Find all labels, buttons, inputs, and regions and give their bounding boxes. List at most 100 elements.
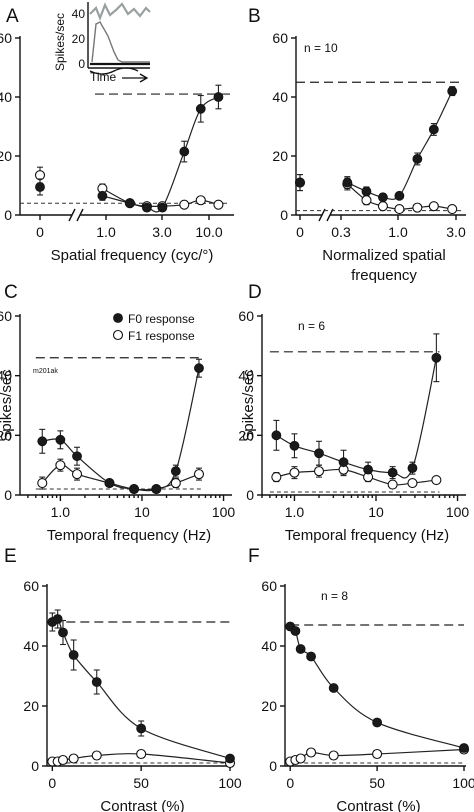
f0-point <box>295 644 306 654</box>
inset-light-trace <box>91 21 150 63</box>
y-tick-label: 0 <box>269 758 277 774</box>
f1-point <box>91 750 102 761</box>
y-tick-label: 20 <box>0 148 12 164</box>
x-tick-label: 0 <box>48 775 56 791</box>
time-arrow-icon <box>122 73 149 83</box>
x-tick-label: 50 <box>369 775 385 791</box>
panel-a: A 0 20 40 60 0 1.0 3.0 10.0 Spatial frequency (cy… <box>0 2 234 264</box>
y-tick-label: 40 <box>0 89 12 105</box>
y-tick-label: 20 <box>238 427 254 443</box>
f0-point <box>91 677 102 687</box>
x-axis-title: Spatial frequency (cyc/°) <box>51 247 214 264</box>
x-tick-label: 100 <box>218 775 242 791</box>
panel-letter: D <box>248 282 262 303</box>
f1-point <box>136 748 147 760</box>
inset-y-tick-label: 20 <box>72 32 86 46</box>
f1-point <box>68 753 79 764</box>
x-tick-label: 1.0 <box>285 504 305 520</box>
f0-point <box>387 467 398 478</box>
y-tick-label: 60 <box>261 578 277 594</box>
y-tick-label: 0 <box>4 487 12 503</box>
f1-point <box>328 750 339 761</box>
f1-point <box>271 472 282 483</box>
f1-point <box>412 202 423 213</box>
x-axis-break-mark <box>68 208 76 222</box>
f0-point <box>136 723 147 734</box>
f0-point <box>129 484 139 494</box>
f1-point <box>361 195 372 206</box>
f0-point <box>306 651 316 662</box>
f0-point <box>195 103 206 114</box>
f0-zero-point <box>35 182 45 192</box>
f1-point <box>213 199 224 210</box>
f0-point <box>361 186 372 197</box>
x-tick-label: 3.0 <box>152 224 172 240</box>
f0-point <box>407 463 418 474</box>
panel-letter: E <box>4 546 17 567</box>
f0-point <box>97 190 108 201</box>
y-tick-label: 60 <box>0 30 12 46</box>
x-tick-label: 50 <box>133 775 149 791</box>
f0-point <box>213 92 224 102</box>
f1-point <box>295 753 306 764</box>
legend-f0-marker <box>113 313 123 323</box>
x-tick-label: 0 <box>296 224 304 240</box>
f1-zero-point <box>34 170 46 181</box>
y-tick-label: 40 <box>0 368 12 384</box>
x-tick-label: 10.0 <box>195 224 222 240</box>
y-tick-label: 60 <box>238 308 254 324</box>
f0-point <box>58 627 68 638</box>
y-tick-label: 0 <box>280 207 288 223</box>
panel-letter: B <box>248 6 261 27</box>
f0-point <box>290 626 301 636</box>
f0-curve <box>276 357 437 479</box>
panel-letter: F <box>248 546 260 567</box>
inset-psth: 0 20 40 Spikes/sec Time <box>53 2 151 84</box>
f0-point <box>342 177 353 188</box>
f1-point <box>313 466 325 477</box>
x-axis-title: Temporal frequency (Hz) <box>285 527 449 544</box>
x-axis-title: Contrast (%) <box>100 798 184 812</box>
y-tick-label: 0 <box>31 758 39 774</box>
f0-point <box>225 753 235 764</box>
f0-point <box>72 451 82 462</box>
f1-point <box>407 478 418 489</box>
f0-point <box>104 478 115 488</box>
x-axis-title: Temporal frequency (Hz) <box>47 527 211 544</box>
y-tick-label: 60 <box>23 578 39 594</box>
f0-point <box>394 190 405 201</box>
x-tick-label: 0.3 <box>331 224 351 240</box>
f1-point <box>372 748 383 760</box>
x-axis-break-mark <box>76 208 84 222</box>
x-tick-label: 100 <box>212 504 236 520</box>
cell-code-label: m201ak <box>33 368 58 375</box>
f1-point <box>195 195 206 206</box>
x-tick-label: 10 <box>368 504 384 520</box>
f0-zero-point <box>295 177 305 188</box>
x-tick-label: 1.0 <box>388 224 408 240</box>
f0-curve <box>289 625 465 749</box>
x-tick-label: 10 <box>134 504 150 520</box>
x-axis-title: Contrast (%) <box>336 798 420 812</box>
f0-point <box>459 743 469 753</box>
f0-point <box>328 683 339 693</box>
f0-curve <box>51 618 231 760</box>
f1-point <box>170 478 181 489</box>
f0-point <box>37 436 48 447</box>
f0-curve <box>347 90 453 200</box>
f0-point <box>179 146 190 157</box>
f0-point <box>363 464 373 475</box>
f1-point <box>447 204 458 215</box>
f1-point <box>387 479 398 490</box>
y-tick-label: 60 <box>272 30 288 46</box>
y-tick-label: 20 <box>23 698 39 714</box>
y-tick-label: 20 <box>261 698 277 714</box>
n-label: n = 10 <box>304 41 338 55</box>
inset-y-title: Spikes/sec <box>53 13 67 71</box>
legend-f1-label: F1 response <box>128 329 195 343</box>
f0-point <box>194 363 204 374</box>
inset-y-tick-label: 40 <box>72 7 86 21</box>
inset-gray-trace <box>89 2 151 22</box>
